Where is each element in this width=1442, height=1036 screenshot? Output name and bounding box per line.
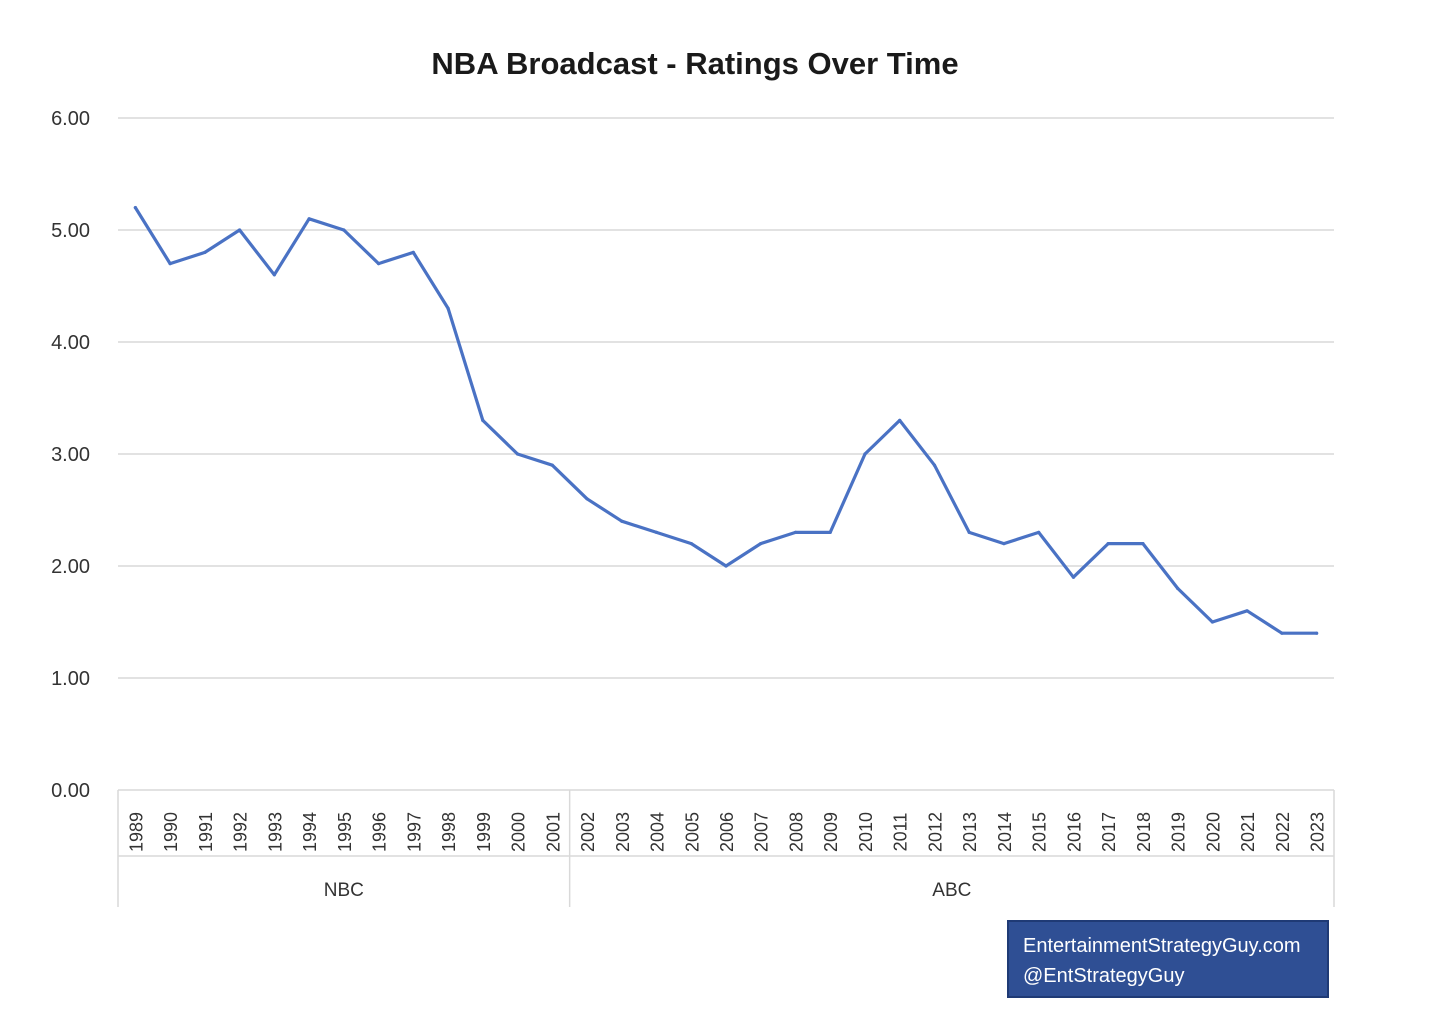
x-tick-label-2016: 2016 xyxy=(1064,812,1084,852)
data-point-2009 xyxy=(828,530,832,535)
data-point-2012 xyxy=(932,463,937,467)
data-point-2023 xyxy=(1315,631,1319,635)
data-point-1993 xyxy=(272,273,276,277)
data-point-2002 xyxy=(585,497,589,501)
data-point-2015 xyxy=(1037,530,1041,535)
series-line-0 xyxy=(133,206,1319,635)
data-point-2007 xyxy=(759,542,763,546)
x-tick-label-1994: 1994 xyxy=(300,812,320,852)
y-tick-label-4: 4.00 xyxy=(51,332,90,354)
y-axis-tick-labels: 0.00 1.00 2.00 3.00 4.00 5.00 6.00 xyxy=(51,108,90,802)
data-point-2001 xyxy=(550,463,554,467)
y-tick-label-1: 1.00 xyxy=(51,668,90,690)
x-tick-label-1991: 1991 xyxy=(196,812,216,852)
x-tick-label-2003: 2003 xyxy=(613,812,633,852)
x-tick-label-2002: 2002 xyxy=(578,812,598,852)
y-tick-label-0: 0.00 xyxy=(51,780,90,802)
data-point-2000 xyxy=(515,452,520,456)
x-axis: 1989 1990 1991 1992 1993 1994 1995 1996 1997 1998… xyxy=(117,790,1335,907)
data-point-1991 xyxy=(203,250,207,254)
x-tick-label-1999: 1999 xyxy=(474,812,494,852)
x-tick-label-2023: 2023 xyxy=(1308,812,1328,852)
x-tick-label-2000: 2000 xyxy=(509,812,529,852)
watermark-handle: @EntStrategyGuy xyxy=(1023,965,1185,987)
data-point-2014 xyxy=(1002,542,1006,546)
chart-title: NBA Broadcast - Ratings Over Time xyxy=(431,46,958,81)
data-point-1999 xyxy=(481,418,485,422)
x-tick-label-1995: 1995 xyxy=(335,812,355,852)
data-point-2003 xyxy=(620,519,624,523)
y-tick-label-3: 3.00 xyxy=(51,444,90,466)
data-point-2013 xyxy=(967,530,971,535)
x-tick-label-1998: 1998 xyxy=(439,812,459,852)
x-tick-label-1993: 1993 xyxy=(265,812,285,852)
x-tick-label-2010: 2010 xyxy=(856,812,876,852)
watermark-website: EntertainmentStrategyGuy.com xyxy=(1023,935,1301,957)
x-tick-label-2013: 2013 xyxy=(960,812,980,852)
x-tick-label-1989: 1989 xyxy=(126,812,146,852)
y-tick-label-2: 2.00 xyxy=(51,556,90,578)
x-tick-label-2019: 2019 xyxy=(1169,812,1189,852)
x-tick-label-2012: 2012 xyxy=(925,812,945,852)
x-tick-label-1996: 1996 xyxy=(370,812,390,852)
x-tick-label-2014: 2014 xyxy=(995,812,1015,852)
x-tick-label-1997: 1997 xyxy=(404,812,424,852)
data-point-2008 xyxy=(793,530,798,535)
watermark-box: EntertainmentStrategyGuy.com @EntStrateg… xyxy=(1007,920,1329,998)
data-point-1989 xyxy=(133,206,137,210)
data-point-2005 xyxy=(689,542,693,546)
x-tick-label-2001: 2001 xyxy=(543,812,563,852)
data-point-1992 xyxy=(238,228,242,232)
data-point-1997 xyxy=(411,250,415,254)
x-tick-label-1990: 1990 xyxy=(161,812,181,852)
x-tick-label-1992: 1992 xyxy=(231,812,251,852)
x-tick-label-2007: 2007 xyxy=(752,812,772,852)
y-tick-label-6: 6.00 xyxy=(51,108,90,130)
x-tick-label-2005: 2005 xyxy=(682,812,702,852)
data-point-2011 xyxy=(898,418,902,422)
data-point-1995 xyxy=(342,228,346,232)
group-label-nbc: NBC xyxy=(324,880,364,901)
x-tick-label-2011: 2011 xyxy=(891,813,911,852)
data-point-2022 xyxy=(1280,631,1284,635)
data-point-2004 xyxy=(654,530,659,535)
data-point-1998 xyxy=(446,306,450,310)
x-tick-label-2006: 2006 xyxy=(717,812,737,852)
data-point-1996 xyxy=(376,262,381,266)
x-tick-label-2020: 2020 xyxy=(1203,812,1223,852)
group-label-abc: ABC xyxy=(932,880,971,901)
x-tick-label-2004: 2004 xyxy=(648,812,668,852)
x-tick-label-2015: 2015 xyxy=(1030,812,1050,852)
x-tick-label-2021: 2021 xyxy=(1238,812,1258,852)
data-point-2020 xyxy=(1210,620,1214,624)
x-tick-label-2022: 2022 xyxy=(1273,812,1293,852)
data-point-2017 xyxy=(1106,542,1110,546)
data-point-2010 xyxy=(863,452,867,456)
data-point-1990 xyxy=(168,262,172,266)
data-point-2019 xyxy=(1176,586,1180,591)
x-tick-label-2017: 2017 xyxy=(1099,812,1119,852)
x-tick-label-2008: 2008 xyxy=(786,812,806,852)
x-tick-label-2018: 2018 xyxy=(1134,812,1154,852)
data-point-2018 xyxy=(1141,542,1145,546)
data-point-2016 xyxy=(1071,575,1076,579)
y-tick-label-5: 5.00 xyxy=(51,220,90,242)
data-point-2006 xyxy=(724,564,728,568)
x-tick-label-2009: 2009 xyxy=(821,812,841,852)
gridlines xyxy=(118,117,1334,791)
data-point-1994 xyxy=(307,217,311,221)
series-layer xyxy=(133,206,1319,635)
data-point-2021 xyxy=(1245,609,1249,613)
